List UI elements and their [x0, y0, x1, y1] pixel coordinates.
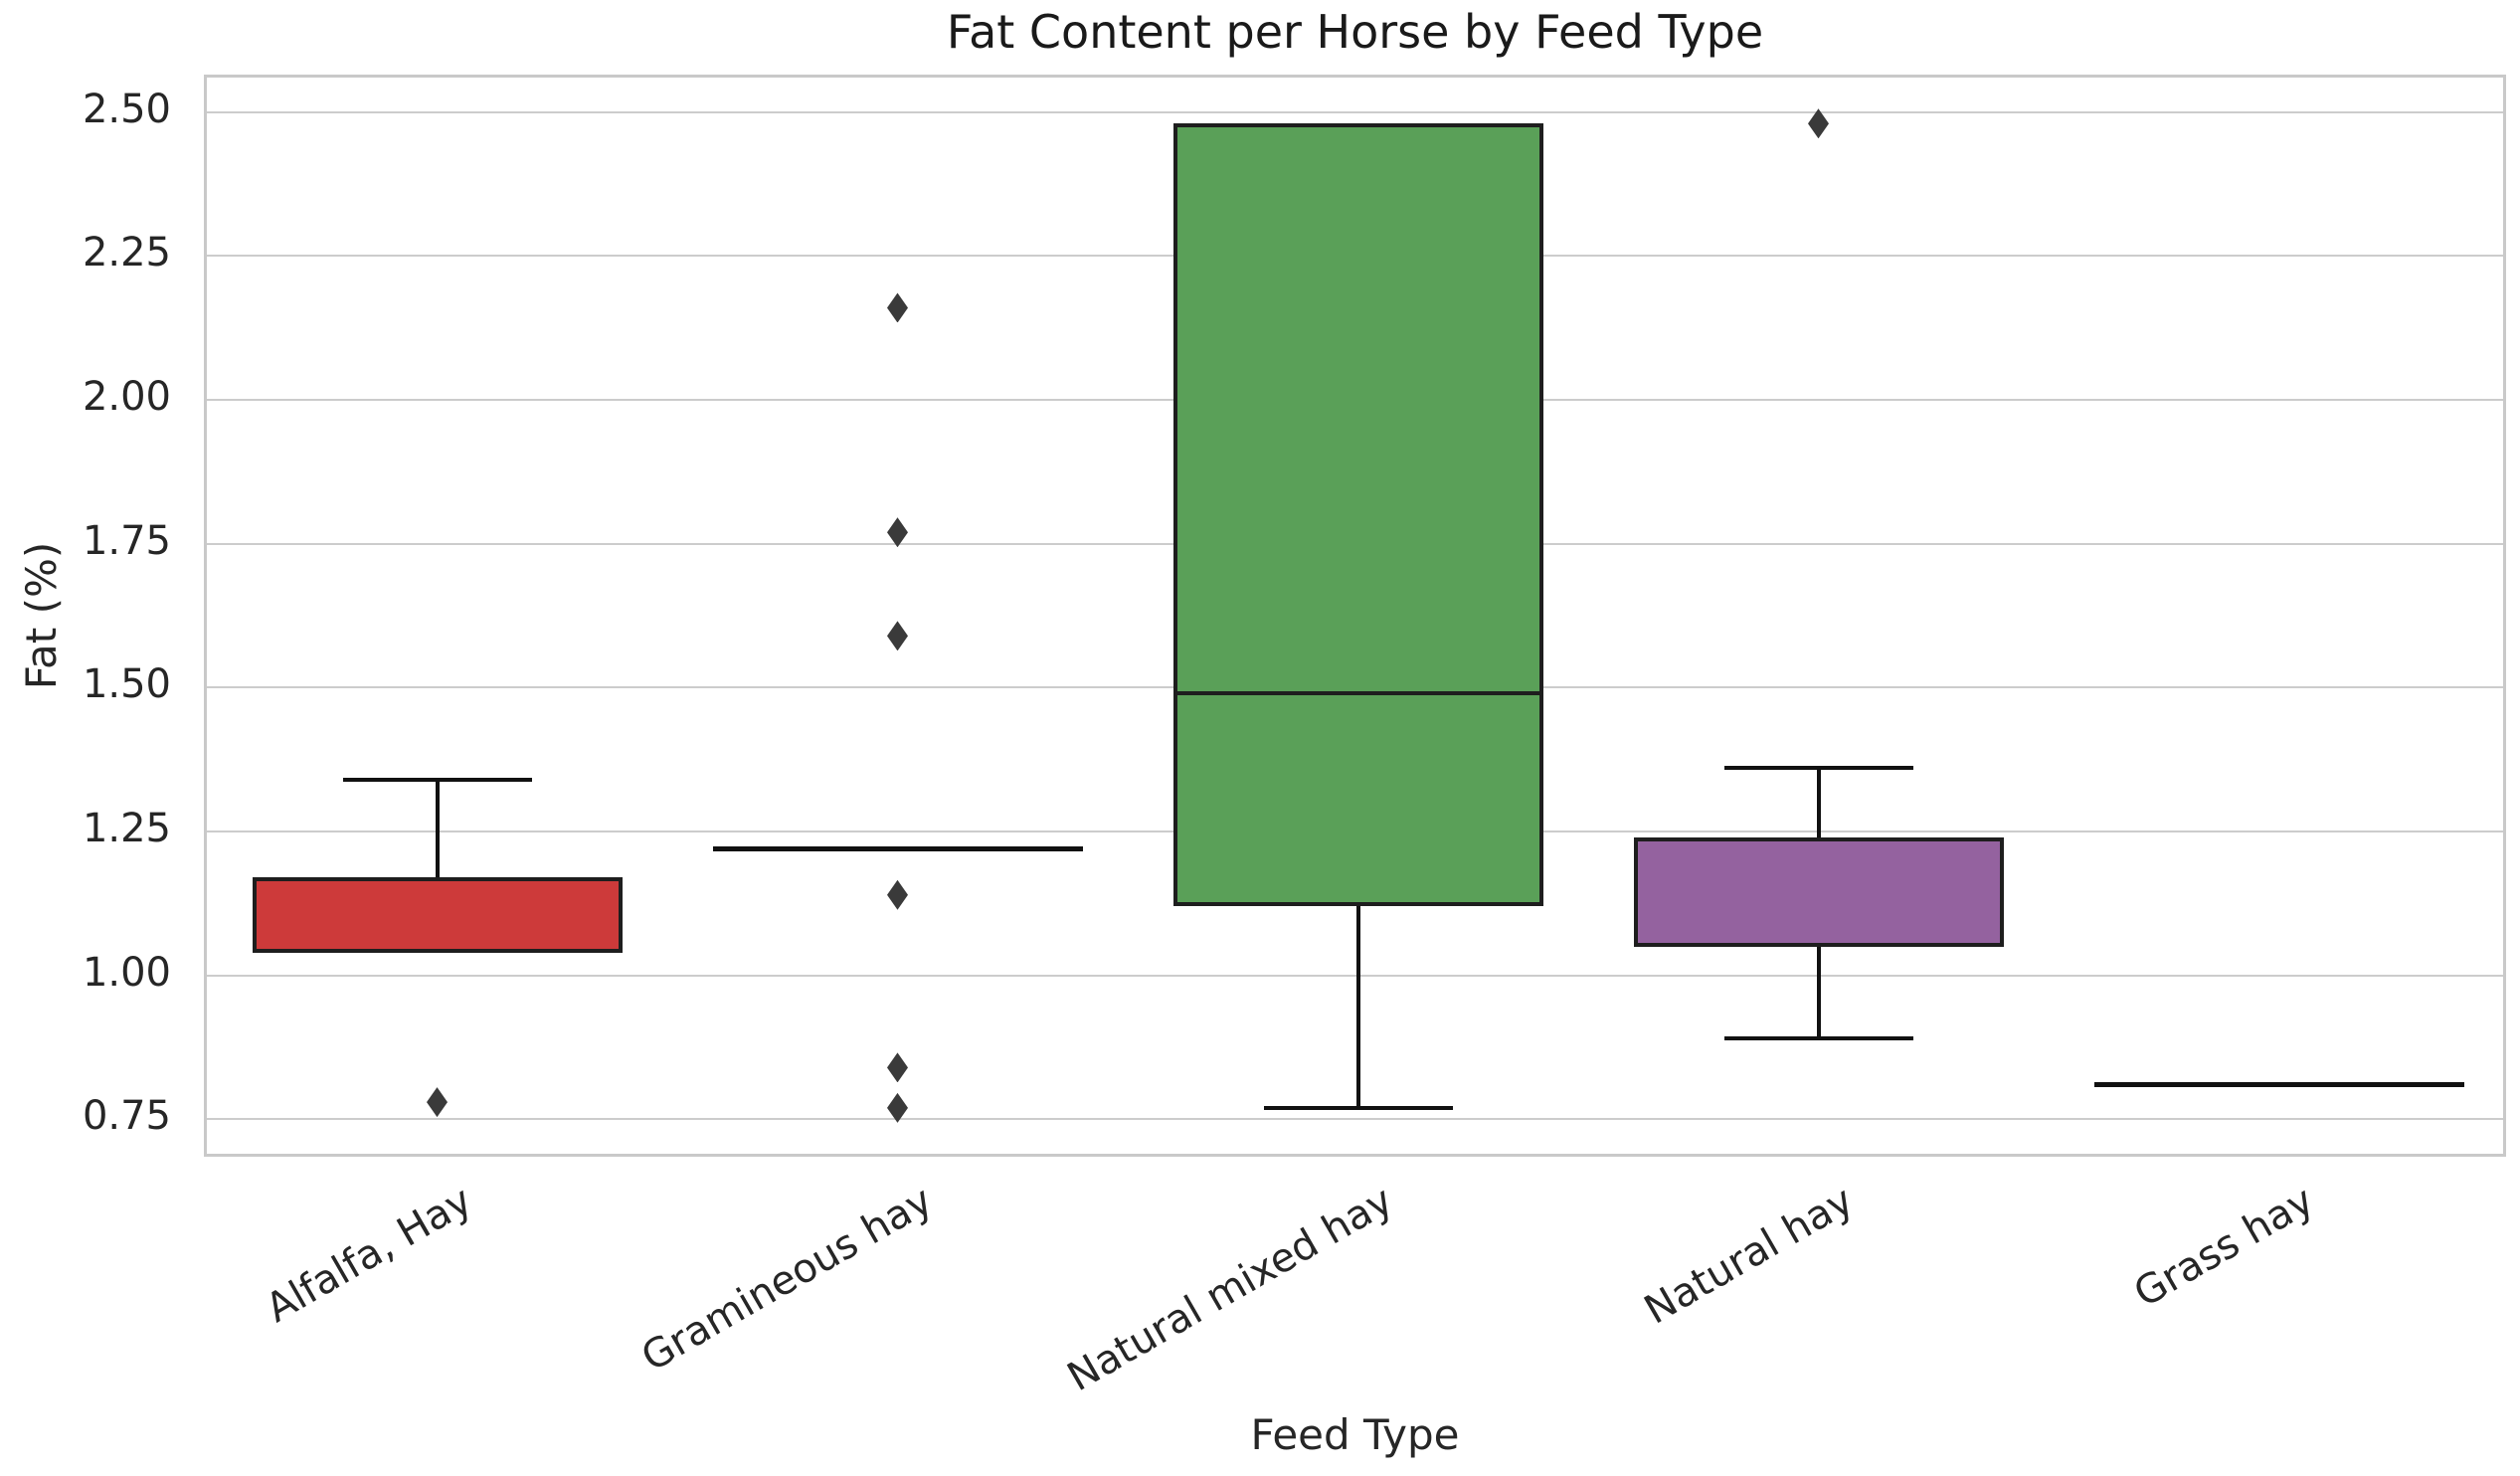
x-axis-label: Feed Type — [1250, 1410, 1460, 1459]
outlier-point-gramineous-hay — [887, 621, 908, 651]
upper-whisker-cap-natural-hay — [1723, 766, 1913, 771]
y-tick-label: 2.50 — [82, 86, 171, 132]
y-tick-label: 1.00 — [82, 949, 171, 996]
plot-area — [204, 75, 2506, 1157]
outlier-point-gramineous-hay — [887, 517, 908, 548]
y-tick-label: 1.25 — [82, 806, 171, 852]
y-tick-label: 0.75 — [82, 1093, 171, 1140]
outlier-point-natural-hay — [1808, 108, 1829, 139]
lower-whisker-cap-natural-hay — [1723, 1036, 1913, 1041]
outlier-point-gramineous-hay — [887, 1052, 908, 1083]
y-tick-label: 1.75 — [82, 517, 171, 564]
y-gridline — [207, 974, 2503, 977]
median-line-natural-mixed-hay — [1176, 691, 1539, 696]
box-natural-hay — [1633, 836, 2004, 947]
y-tick-label: 1.50 — [82, 661, 171, 708]
outlier-point-gramineous-hay — [887, 1092, 908, 1123]
y-axis-label: Fat (%) — [17, 541, 66, 690]
y-gridline — [207, 1118, 2503, 1121]
collapsed-box-line-grass-hay — [2093, 1082, 2464, 1088]
chart-title: Fat Content per Horse by Feed Type — [946, 5, 1764, 59]
collapsed-box-line-gramineous-hay — [712, 845, 1083, 851]
lower-whisker-line-natural-mixed-hay — [1355, 906, 1360, 1108]
y-tick-label: 2.00 — [82, 374, 171, 421]
outlier-point-gramineous-hay — [887, 879, 908, 910]
upper-whisker-cap-alfalfa-hay — [342, 778, 532, 783]
outlier-point-gramineous-hay — [887, 292, 908, 323]
y-gridline — [207, 110, 2503, 113]
box-natural-mixed-hay — [1172, 123, 1543, 907]
outlier-point-alfalfa-hay — [427, 1087, 448, 1118]
upper-whisker-line-alfalfa-hay — [435, 780, 440, 878]
lower-whisker-cap-natural-mixed-hay — [1263, 1105, 1453, 1110]
box-alfalfa-hay — [252, 877, 623, 953]
y-tick-label: 2.25 — [82, 230, 171, 277]
upper-whisker-line-natural-hay — [1816, 768, 1821, 837]
lower-whisker-line-natural-hay — [1816, 946, 1821, 1039]
